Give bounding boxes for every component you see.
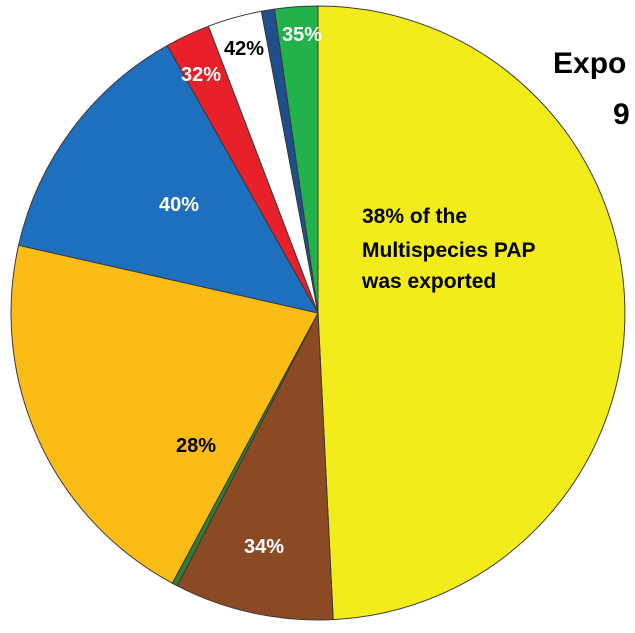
pie-slice-label-4: 28% [176,435,216,457]
pie-slice-labels: 34% 28% 40% 32%42% 35% [159,24,322,558]
pie-slice-label-5: 40% [159,194,199,216]
side-title-line-1: Expo [553,47,626,80]
annotation-line-3: was exported [361,270,496,293]
pie-slice-4 [10,244,319,584]
pie-slices [10,5,626,621]
pie-slice-label-6: 32% [181,64,221,86]
pie-slice-1 [317,5,626,621]
side-title-line-2: 9 [613,98,630,131]
annotation-line-1: 38% of the [362,205,467,228]
pie-slice-9 [273,5,319,314]
pie-slice-label-7: 42% [224,38,264,60]
pie-slice-2 [176,311,334,621]
pie-slice-label-2: 34% [244,536,284,558]
annotation-line-2: Multispecies PAP [362,239,536,262]
pie-slice-label-9: 35% [282,24,322,46]
pie-slice-5 [17,44,319,314]
